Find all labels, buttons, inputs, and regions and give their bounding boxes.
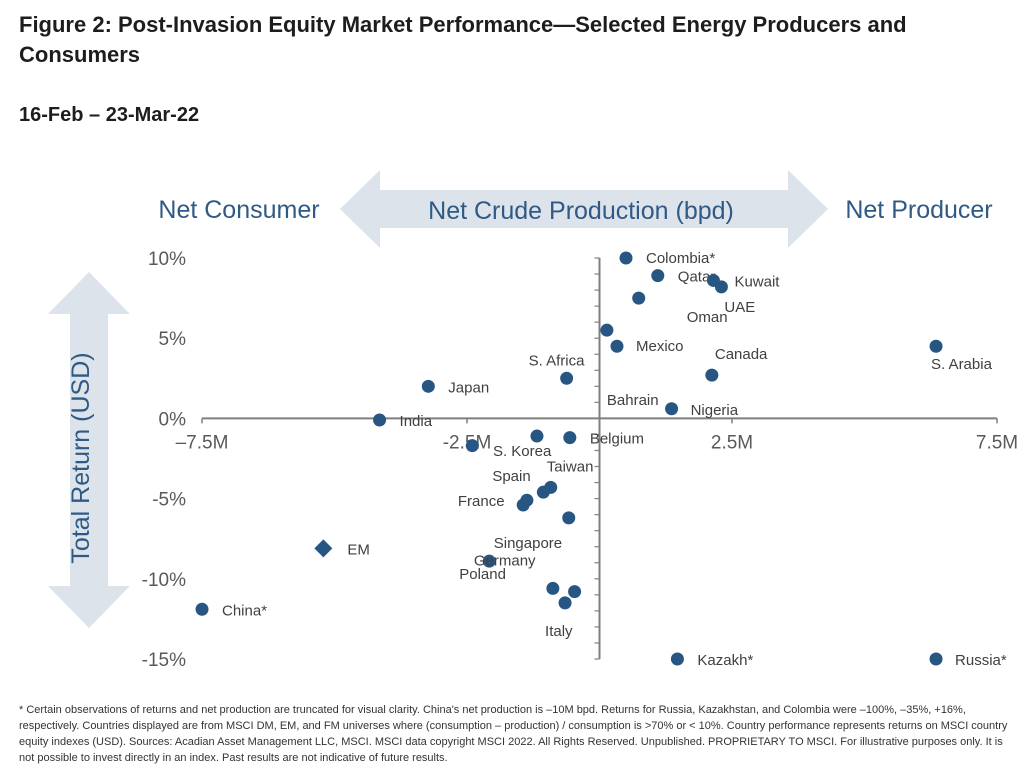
point-label: Germany bbox=[474, 552, 536, 569]
point-label: Kuwait bbox=[734, 273, 780, 290]
data-point bbox=[536, 485, 550, 499]
data-point bbox=[632, 291, 646, 305]
point-label: China* bbox=[222, 602, 267, 619]
em-diamond-marker bbox=[314, 539, 333, 558]
data-point bbox=[421, 379, 435, 393]
x-tick-label: 7.5M bbox=[976, 432, 1018, 453]
vertical-double-arrow bbox=[48, 272, 130, 628]
point-label: Colombia* bbox=[646, 250, 715, 267]
y-tick-label: 0% bbox=[159, 409, 187, 430]
data-point bbox=[195, 602, 209, 616]
y-tick-label: -5% bbox=[152, 490, 186, 511]
point-label: Nigeria bbox=[691, 402, 739, 419]
data-point bbox=[610, 339, 624, 353]
data-point bbox=[568, 585, 582, 599]
point-label: Oman bbox=[687, 309, 728, 326]
point-label: Spain bbox=[492, 468, 530, 485]
chart-title: Figure 2: Post-Invasion Equity Market Pe… bbox=[19, 12, 907, 67]
data-point bbox=[530, 429, 544, 443]
data-point bbox=[563, 431, 577, 445]
y-tick-label: -10% bbox=[142, 570, 186, 591]
point-label: S. Africa bbox=[529, 352, 586, 369]
data-point bbox=[929, 339, 943, 353]
point-label: Belgium bbox=[590, 431, 644, 448]
point-label: Japan bbox=[448, 379, 489, 396]
data-point bbox=[465, 439, 479, 453]
data-point bbox=[705, 368, 719, 382]
y-tick-label: 10% bbox=[148, 249, 186, 270]
point-label: Taiwan bbox=[547, 458, 594, 475]
chart-subtitle: 16-Feb – 23-Mar-22 bbox=[19, 104, 200, 126]
data-point bbox=[558, 596, 572, 610]
horizontal-double-arrow bbox=[340, 170, 828, 248]
point-label: India bbox=[400, 413, 433, 430]
y-axis-title: Total Return (USD) bbox=[67, 352, 95, 563]
point-label: UAE bbox=[724, 299, 755, 316]
x-tick-label: –7.5M bbox=[176, 432, 229, 453]
point-label: Singapore bbox=[494, 535, 562, 552]
data-point bbox=[619, 251, 633, 265]
point-label: Mexico bbox=[636, 338, 684, 355]
net-consumer-label: Net Consumer bbox=[158, 196, 319, 224]
x-tick-label: 2.5M bbox=[711, 432, 753, 453]
data-point bbox=[562, 511, 576, 525]
data-point bbox=[714, 280, 728, 294]
point-label: Italy bbox=[545, 623, 573, 640]
x-axis-title: Net Crude Production (bpd) bbox=[428, 197, 734, 225]
point-label: Kazakh* bbox=[697, 652, 753, 669]
data-point bbox=[929, 652, 943, 666]
data-point bbox=[373, 413, 387, 427]
scatter-chart: Net Consumer Net Crude Production (bpd) … bbox=[48, 170, 1018, 671]
point-label: Bahrain bbox=[607, 392, 659, 409]
point-label: Poland bbox=[459, 566, 506, 583]
point-label: S. Arabia bbox=[931, 356, 993, 373]
data-point bbox=[546, 581, 560, 595]
footnote: * Certain observations of returns and ne… bbox=[19, 704, 1008, 764]
data-point bbox=[560, 371, 574, 385]
point-label: S. Korea bbox=[493, 443, 552, 460]
data-point bbox=[670, 652, 684, 666]
data-point bbox=[516, 498, 530, 512]
point-label: France bbox=[458, 493, 505, 510]
point-label: Canada bbox=[715, 346, 768, 363]
y-tick-label: -15% bbox=[142, 650, 186, 671]
y-tick-label: 5% bbox=[159, 329, 187, 350]
point-label: Qatar bbox=[678, 269, 716, 286]
data-point bbox=[651, 269, 665, 283]
point-label: EM bbox=[347, 541, 370, 558]
point-label: Russia* bbox=[955, 652, 1007, 669]
data-point bbox=[600, 323, 614, 337]
data-point bbox=[482, 554, 496, 568]
net-producer-label: Net Producer bbox=[845, 196, 992, 224]
data-point bbox=[665, 402, 679, 416]
